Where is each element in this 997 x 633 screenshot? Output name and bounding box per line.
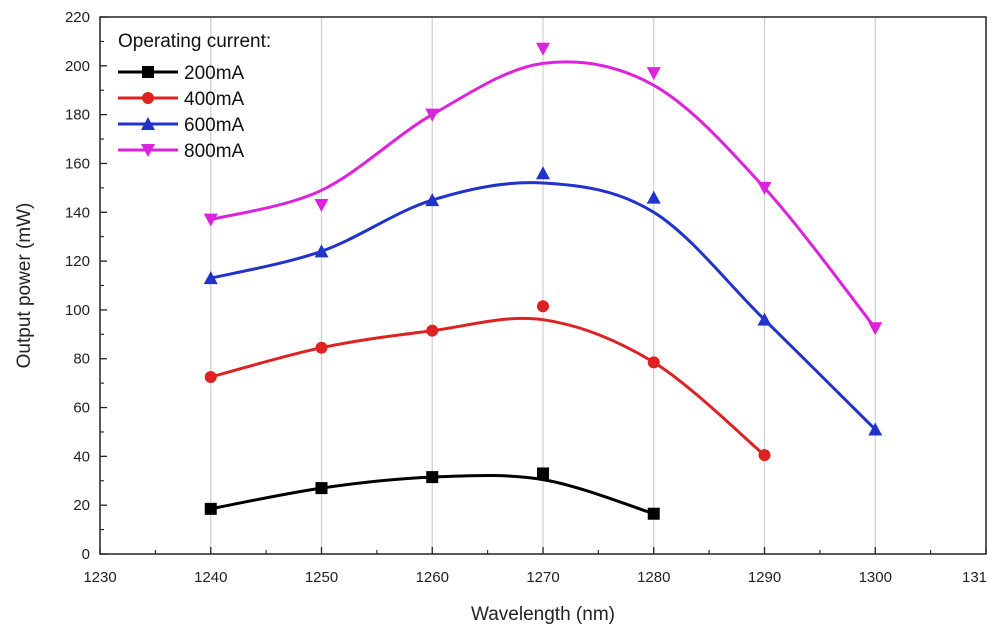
data-point: [426, 324, 439, 337]
x-tick-label: 1230: [83, 569, 116, 586]
y-tick-label: 100: [65, 302, 90, 319]
data-point: [203, 213, 218, 227]
legend-title: Operating current:: [118, 31, 271, 52]
y-tick-label: 120: [65, 253, 90, 270]
y-axis-title: Output power (mW): [14, 203, 35, 369]
y-tick-label: 180: [65, 107, 90, 124]
data-point: [204, 502, 217, 515]
y-tick-label: 60: [73, 400, 90, 417]
data-point: [646, 67, 661, 81]
data-point: [537, 300, 549, 313]
series-line: [209, 60, 877, 330]
x-tick-label: 1260: [416, 569, 449, 586]
data-point: [757, 312, 772, 326]
data-point: [536, 166, 550, 180]
data-point: [425, 193, 440, 207]
y-tick-label: 0: [82, 546, 90, 563]
series-800mA: [203, 42, 883, 336]
y-tick-label: 20: [73, 497, 90, 514]
data-point: [868, 422, 883, 436]
series-400mA: [204, 300, 771, 462]
data-point: [204, 371, 217, 384]
x-tick-label: 1280: [637, 569, 670, 586]
legend-marker: [141, 117, 155, 130]
grid-lines: [210, 17, 876, 554]
legend-item: 400mA: [118, 89, 245, 110]
x-tick-label: 1290: [748, 569, 781, 586]
y-tick-label: 200: [65, 58, 90, 75]
data-point: [315, 482, 328, 495]
data-point: [757, 181, 772, 195]
series-group: [203, 42, 883, 520]
x-tick-label: 1250: [305, 569, 338, 586]
x-tick-label: 131: [962, 569, 987, 586]
series-600mA: [203, 166, 883, 436]
legend: Operating current: 200mA 400mA 600mA 800mA: [118, 31, 271, 162]
legend-item: 600mA: [118, 115, 245, 136]
legend-label: 600mA: [184, 115, 245, 136]
y-tick-label: 80: [73, 351, 90, 368]
data-point: [868, 322, 883, 336]
y-tick-label: 40: [73, 448, 90, 465]
legend-marker: [142, 92, 154, 104]
x-tick-label: 1270: [526, 569, 559, 586]
data-point: [203, 271, 218, 285]
y-tick-label: 220: [65, 9, 90, 26]
data-point: [426, 471, 439, 484]
data-point: [425, 108, 440, 122]
y-tick-label: 140: [65, 204, 90, 221]
y-tick-label: 160: [65, 155, 90, 172]
legend-entries: 200mA 400mA 600mA 800mA: [118, 63, 245, 162]
data-point: [314, 244, 329, 258]
legend-label: 200mA: [184, 63, 245, 84]
legend-item: 800mA: [118, 141, 245, 162]
data-point: [537, 467, 549, 480]
legend-label: 400mA: [184, 89, 245, 110]
legend-label: 800mA: [184, 141, 245, 162]
x-tick-labels: 1230 1240 1250 1260 1270 1280 1290 1300 131: [83, 569, 987, 586]
data-point: [536, 42, 550, 56]
legend-marker: [142, 66, 154, 78]
series-200mA: [204, 467, 660, 520]
x-axis-title: Wavelength (nm): [471, 604, 615, 625]
y-tick-labels: 0 20 40 60 80 100 120 140 160 180 200 220: [65, 9, 90, 563]
series-line: [209, 316, 766, 457]
axis-ticks: [99, 16, 987, 555]
data-point: [646, 190, 661, 204]
data-point: [647, 507, 660, 520]
data-point: [315, 341, 328, 354]
x-tick-label: 1240: [194, 569, 227, 586]
x-tick-label: 1300: [859, 569, 892, 586]
data-point: [758, 449, 771, 462]
legend-marker: [141, 144, 155, 157]
data-point: [647, 356, 660, 369]
data-point: [314, 198, 329, 212]
legend-item: 200mA: [118, 63, 245, 84]
